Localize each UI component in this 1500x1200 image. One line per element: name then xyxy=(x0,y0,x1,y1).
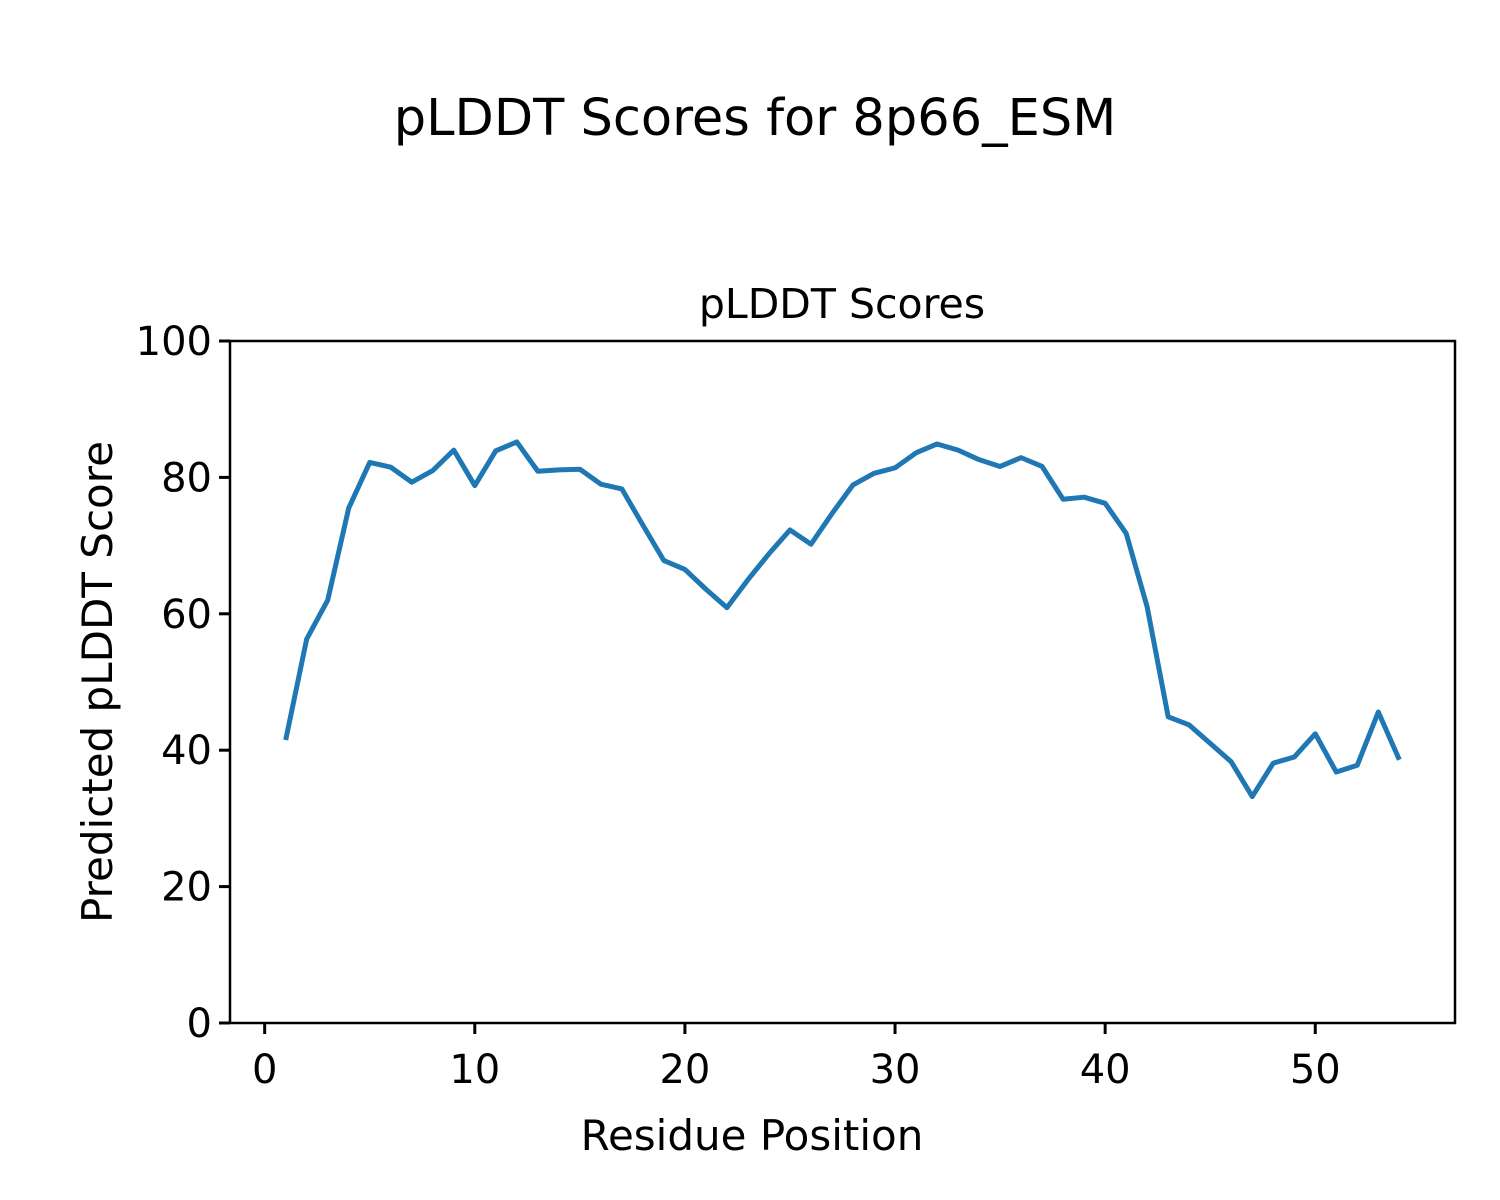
x-tick-label: 10 xyxy=(449,1047,500,1093)
axes-title: pLDDT Scores xyxy=(699,280,985,328)
y-tick-label: 80 xyxy=(161,455,212,501)
x-tick-label: 20 xyxy=(659,1047,710,1093)
axes-frame xyxy=(228,339,1457,1025)
x-tick-label: 50 xyxy=(1290,1047,1341,1093)
figure-suptitle: pLDDT Scores for 8p66_ESM xyxy=(394,89,1116,148)
x-tick-label: 0 xyxy=(252,1047,277,1093)
axis-ticks: 0 10 20 30 40 50 0 20 40 60 80 100 xyxy=(136,319,1341,1093)
y-tick-label: 40 xyxy=(161,728,212,774)
x-tick-label: 40 xyxy=(1080,1047,1131,1093)
y-tick-label: 0 xyxy=(187,1001,212,1047)
x-axis-label: Residue Position xyxy=(581,1111,924,1160)
x-tick-label: 30 xyxy=(870,1047,921,1093)
y-tick-label: 60 xyxy=(161,592,212,638)
plddt-line xyxy=(283,439,1402,800)
y-tick-label: 100 xyxy=(136,319,212,365)
y-tick-label: 20 xyxy=(161,865,212,911)
y-axis-label: Predicted pLDDT Score xyxy=(73,441,122,923)
